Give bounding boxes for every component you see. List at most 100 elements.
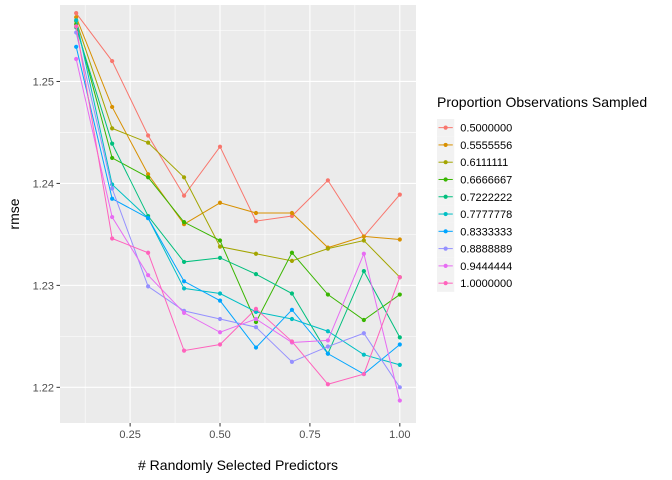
data-point (361, 238, 366, 243)
data-point (110, 141, 115, 146)
y-tick-label: 1.22 (33, 382, 54, 394)
data-point (217, 291, 223, 296)
data-point (397, 292, 402, 297)
x-tick-label: 0.50 (209, 429, 230, 441)
data-point (325, 292, 330, 297)
data-point (217, 298, 223, 303)
x-axis-title: # Randomly Selected Predictors (138, 457, 338, 473)
legend-key-point (443, 160, 448, 165)
data-point (361, 371, 366, 377)
data-point (181, 286, 187, 291)
x-tick-label: 1.00 (389, 429, 410, 441)
grid-major (60, 5, 416, 423)
series-layer (74, 11, 402, 403)
data-point (253, 210, 259, 216)
y-tick-label: 1.23 (33, 280, 54, 292)
legend-label: 0.8888889 (460, 244, 512, 256)
data-point (110, 214, 115, 220)
data-point (253, 306, 259, 311)
legend-key-point (443, 211, 448, 217)
y-axis: 1.22 1.23 1.24 1.25 (33, 76, 60, 394)
grid-minor (60, 5, 416, 423)
legend-label: 0.7222222 (460, 192, 512, 204)
data-point (361, 268, 366, 274)
legend-keys: 0.5000000 0.5555556 0.6111111 0.6666667 0.72… (437, 119, 512, 292)
data-point (253, 219, 259, 224)
x-tick-label: 0.75 (299, 429, 320, 441)
data-point (289, 258, 295, 263)
data-point (110, 155, 115, 161)
series-line (75, 46, 401, 375)
data-point (217, 244, 223, 249)
data-point (110, 196, 115, 201)
data-point (146, 284, 151, 289)
data-point (217, 238, 223, 243)
data-point (181, 220, 187, 225)
data-point (325, 351, 330, 356)
data-point (397, 362, 402, 367)
data-point (253, 251, 259, 256)
y-tick-label: 1.25 (33, 76, 54, 88)
plot-panel (60, 5, 416, 423)
data-point (325, 344, 330, 349)
data-point (325, 178, 330, 183)
x-axis: 0.25 0.50 0.75 1.00 (119, 423, 411, 441)
data-point (181, 348, 187, 353)
data-point (397, 335, 402, 340)
series-line (75, 12, 401, 238)
data-point (217, 330, 223, 335)
data-point (289, 250, 295, 255)
data-point (146, 175, 151, 180)
x-tick-label: 0.25 (119, 429, 140, 441)
legend: Proportion Observations Sampled 0.500000… (437, 94, 647, 292)
legend-key-point (443, 263, 448, 268)
data-point (110, 186, 115, 191)
legend-key-point (443, 246, 448, 251)
data-point (181, 193, 187, 198)
legend-key-point (443, 177, 448, 182)
data-point (253, 319, 259, 325)
legend-label: 0.5555556 (460, 140, 512, 152)
legend-label: 1.0000000 (460, 278, 512, 290)
data-point (397, 192, 402, 197)
data-point (289, 307, 295, 312)
data-point (361, 331, 366, 336)
data-point (74, 44, 79, 49)
legend-label: 0.7777778 (460, 209, 512, 221)
data-point (397, 398, 402, 403)
data-point (146, 140, 151, 145)
data-point (253, 345, 259, 350)
data-point (217, 342, 223, 347)
data-point (289, 291, 295, 296)
data-point (74, 56, 79, 62)
series-line (75, 20, 400, 366)
legend-label: 0.9444444 (460, 261, 512, 273)
legend-label: 0.6111111 (460, 157, 508, 169)
series-line (75, 17, 400, 249)
legend-key-point (443, 142, 448, 148)
data-point (74, 18, 79, 23)
data-point (146, 172, 151, 177)
data-point (181, 310, 187, 315)
legend-label: 0.6666667 (460, 174, 512, 186)
data-point (74, 24, 79, 29)
legend-key-point (443, 229, 448, 234)
legend-key-point (443, 125, 448, 130)
data-point (217, 144, 223, 149)
data-point (146, 133, 151, 138)
data-point (361, 251, 366, 256)
data-point (325, 338, 330, 343)
legend-title: Proportion Observations Sampled (437, 94, 647, 110)
data-point (253, 325, 259, 330)
data-point (110, 126, 115, 131)
y-axis-title: rmse (6, 198, 22, 229)
legend-label: 0.8333333 (460, 226, 512, 238)
data-point (289, 316, 295, 322)
data-point (110, 236, 115, 241)
data-point (397, 342, 402, 347)
data-point (217, 255, 223, 260)
y-tick-label: 1.24 (33, 178, 54, 190)
data-point (110, 58, 115, 64)
data-point (289, 210, 295, 216)
